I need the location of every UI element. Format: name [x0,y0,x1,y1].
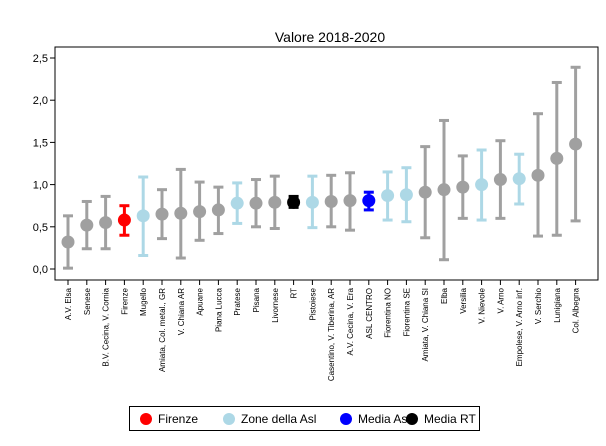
plot-area: 0,0 0,5 1,0 1,5 2,0 2,5 A.V. Elsa Senese B.V. Ce… [33,46,599,381]
x-tick-label-firenze: Firenze [120,287,129,314]
data-point-a-v-cecina-v-era [343,194,357,208]
x-tick-label-senese: Senese [83,287,92,315]
legend: Firenze Zone della Asl Media Asl Media R… [129,406,480,431]
data-point-versilia [456,180,470,194]
legend-marker-media-asl [340,413,352,425]
legend-marker-firenze [140,413,152,425]
x-tick-label-asl-centro: ASL CENTRO [365,288,374,339]
x-tick-label-amiata-v-chiana-si: Amiata, V. Chiana SI [421,288,430,362]
x-tick-label-fiorentina-no: Fiorentina NO [384,288,393,338]
data-point-pistoiese [305,195,319,209]
data-point-lunigiana [550,151,564,165]
y-tick-label: 0,0 [33,264,48,276]
y-tick-label: 2,5 [33,53,48,65]
x-tick-label-col-albegna: Col. Albegna [572,287,581,333]
x-tick-label-piana-lucca: Piana Lucca [214,287,223,332]
plot-frame [54,46,599,281]
x-tick-label-v-serchio: V. Serchio [534,287,543,324]
data-point-pisana [249,196,263,210]
legend-marker-zone-asl [223,413,235,425]
data-point-fiorentina-no [381,189,395,203]
data-point-col-albegna [569,137,583,151]
x-tick-label-empolese-v-arno-inf: Empolese, V. Arno inf. [515,288,524,366]
chart-title: Valore 2018-2020 [275,29,385,45]
legend-label-firenze: Firenze [158,412,199,426]
x-tick-label-b-v-cecina-v-cornia: B.V. Cecina, V. Cornia [102,287,111,366]
data-point-v-chiana-ar [174,206,188,220]
data-point-firenze [117,213,131,227]
x-tick-label-versilia: Versilia [459,287,468,313]
data-point-apuane [193,205,207,219]
legend-label-media-asl: Media Asl [358,412,411,426]
x-tick-label-mugello: Mugello [139,287,148,316]
data-point-mugello [136,209,150,223]
data-point-fiorentina-se [399,188,413,202]
x-tick-label-pisana: Pisana [252,287,261,312]
data-point-v-arno [493,173,507,187]
x-tick-label-v-chiana-ar: V. Chiana AR [177,288,186,336]
data-point-asl-centro [362,194,376,208]
data-point-a-v-elsa [61,235,75,249]
y-tick-label: 0,5 [33,222,48,234]
y-tick-label: 1,5 [33,137,48,149]
x-tick-label-fiorentina-se: Fiorentina SE [402,288,411,336]
legend-label-zone-asl: Zone della Asl [241,412,317,426]
data-point-elba [437,183,451,197]
data-point-v-serchio [531,168,545,182]
data-point-livornese [268,195,282,209]
x-tick-label-a-v-elsa: A.V. Elsa [64,287,73,320]
x-tick-label-pistoiese: Pistoiese [308,287,317,320]
data-point-piana-lucca [211,203,225,217]
legend-marker-media-rt [406,413,418,425]
x-tick-label-pratese: Pratese [233,287,242,315]
data-point-rt [287,195,301,209]
y-tick-label: 1,0 [33,180,48,192]
data-point-pratese [230,196,244,210]
data-point-amiata-col-metal-gr [155,207,169,221]
x-tick-label-casentino-v-tiberina-ar: Casentino, V. Tiberina, AR [327,288,336,381]
x-tick-label-a-v-cecina-v-era: A.V. Cecina, V. Era [346,287,355,355]
x-tick-label-apuane: Apuane [196,287,205,315]
x-tick-label-livornese: Livornese [271,287,280,322]
data-point-casentino-v-tiberina-ar [324,194,338,208]
data-point-b-v-cecina-v-cornia [99,216,113,230]
x-tick-label-rt: RT [290,288,299,299]
x-tick-label-lunigiana: Lunigiana [553,287,562,322]
y-tick-label: 2,0 [33,95,48,107]
x-tick-label-v-arno: V. Arno [496,287,505,313]
x-tick-label-amiata-col-metal-gr: Amiata, Col. metal., GR [158,288,167,372]
x-tick-label-v-nievole: V. Nievole [478,287,487,323]
data-point-senese [80,218,94,232]
legend-label-media-rt: Media RT [424,412,476,426]
data-point-amiata-v-chiana-si [418,185,432,199]
x-tick-label-elba: Elba [440,287,449,304]
data-point-empolese-v-arno-inf [512,172,526,186]
data-point-v-nievole [475,178,489,192]
